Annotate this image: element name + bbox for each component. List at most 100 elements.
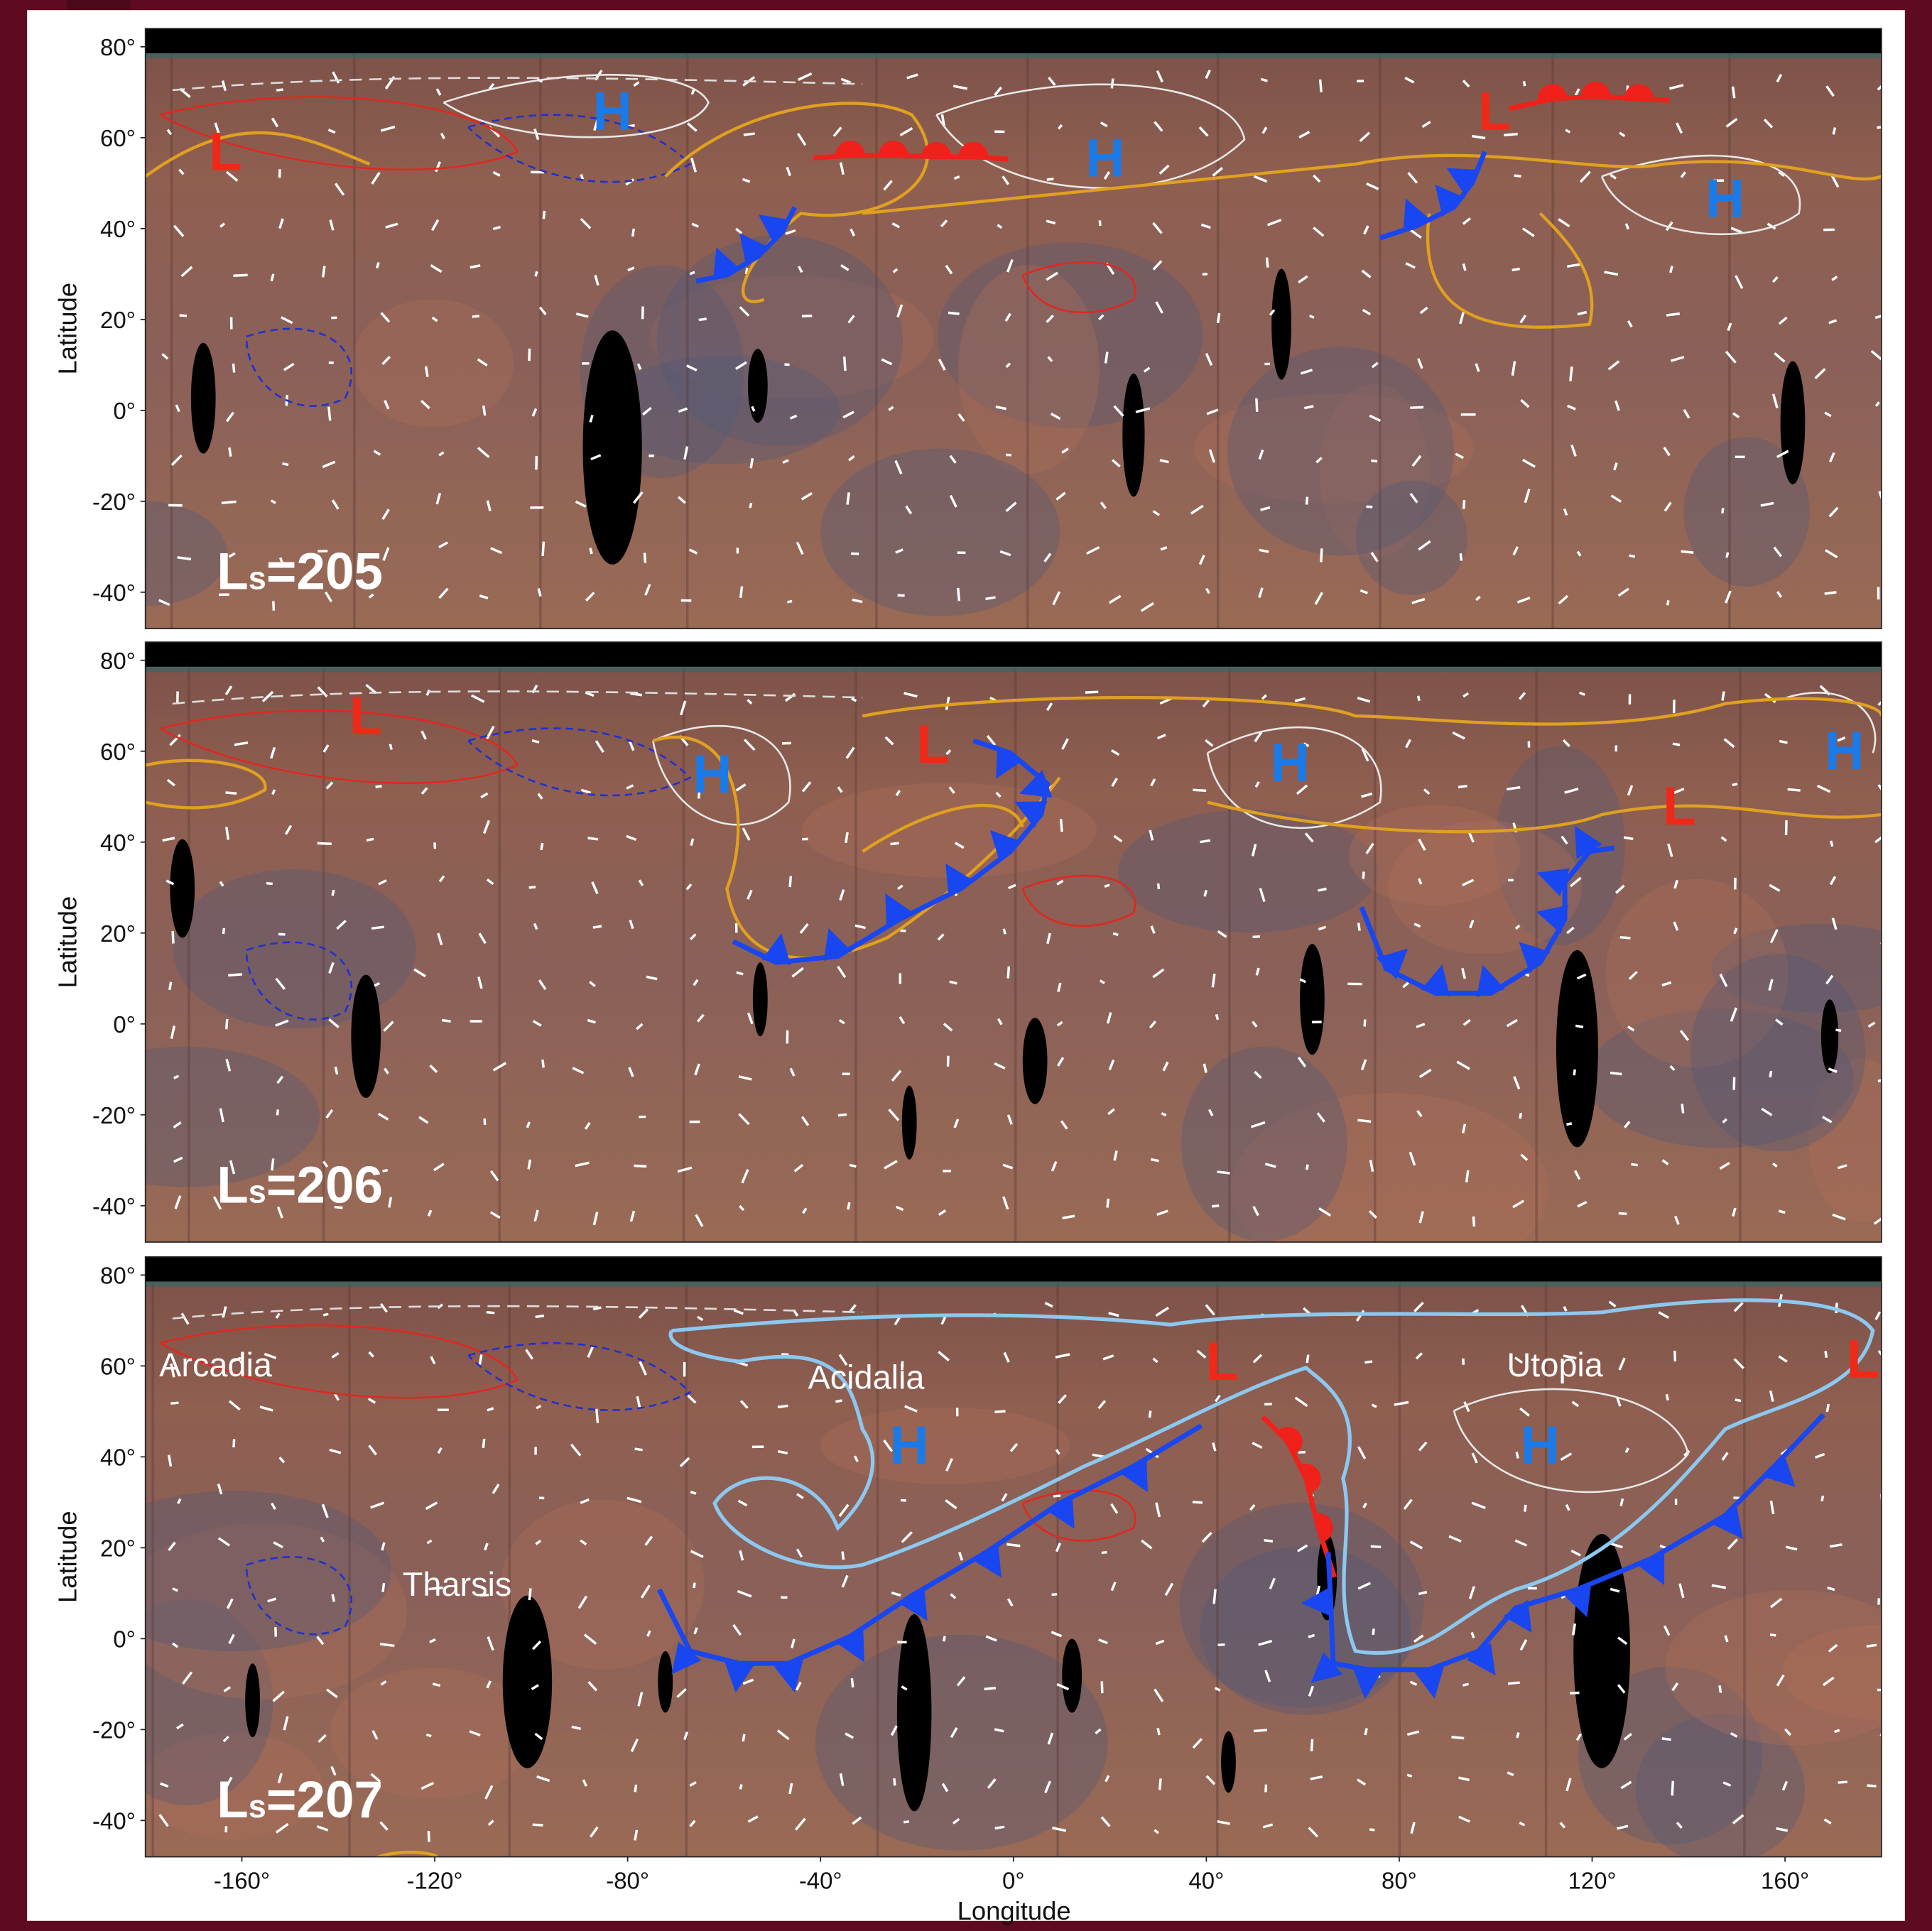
wind-vector — [1363, 871, 1364, 879]
swath-edge — [1228, 642, 1230, 1242]
season-label-part: L — [217, 543, 249, 601]
season-label-part: s — [249, 1788, 266, 1824]
terrain-patch — [820, 449, 1060, 616]
wind-vector — [1047, 179, 1054, 180]
wind-vector — [233, 275, 247, 276]
wind-vector — [1318, 889, 1326, 891]
wind-vector — [1307, 1355, 1308, 1363]
wind-vector — [1006, 1545, 1020, 1546]
wind-vector — [1460, 553, 1461, 560]
swath-edge — [1399, 1257, 1401, 1857]
swath-edge — [875, 28, 877, 629]
wind-vector — [835, 1400, 842, 1402]
data-gap — [191, 343, 216, 454]
wind-vector — [1217, 1014, 1218, 1020]
wind-vector — [1827, 1404, 1828, 1412]
wind-vector — [1825, 1351, 1826, 1357]
wind-vector — [1418, 696, 1420, 701]
wind-vector — [170, 982, 171, 990]
wind-vector — [1682, 1104, 1683, 1113]
wind-vector — [1205, 890, 1206, 896]
y-tick-label: -40° — [92, 1193, 136, 1219]
wind-vector — [593, 1307, 601, 1309]
y-tick-label: 60° — [100, 739, 136, 765]
map-panel: LHHLArcadiaAcidaliaUtopiaTharsisLs=20780… — [53, 1257, 1932, 1894]
wind-vector — [838, 1114, 847, 1115]
data-gap — [1556, 950, 1598, 1148]
wind-vector — [1631, 1164, 1637, 1165]
wind-vector — [1112, 79, 1113, 89]
season-label: Ls=206 — [217, 1156, 383, 1214]
wind-vector — [740, 1785, 742, 1790]
polar-edge — [146, 667, 1882, 672]
swath-edge — [686, 28, 688, 629]
data-gap — [1122, 374, 1144, 496]
wind-vector — [1662, 1739, 1671, 1740]
y-tick-label: -40° — [92, 580, 136, 606]
polar-edge — [146, 53, 1882, 58]
wind-vector — [335, 1067, 337, 1074]
polar-night — [146, 642, 1882, 667]
wind-vector — [1407, 1775, 1412, 1776]
pressure-center: L — [1478, 82, 1512, 142]
wind-vector — [842, 1552, 843, 1560]
wind-vector — [743, 1734, 744, 1741]
wind-vector — [426, 1734, 431, 1736]
swath-edge — [1026, 28, 1029, 629]
pressure-center: H — [890, 1415, 929, 1476]
wind-vector — [1061, 819, 1063, 832]
y-axis-title: Latitude — [53, 896, 82, 989]
region-label: Acidalia — [808, 1359, 925, 1396]
wind-vector — [273, 601, 274, 610]
y-tick-label: 20° — [100, 1535, 136, 1561]
wind-vector — [1666, 314, 1680, 315]
wind-vector — [529, 1588, 531, 1600]
data-gap — [1221, 1731, 1236, 1793]
wind-vector — [1369, 1829, 1374, 1830]
wind-vector — [228, 974, 242, 976]
terrain-patch — [1118, 810, 1378, 932]
wind-vector — [380, 1644, 394, 1646]
wind-vector — [1214, 1589, 1215, 1604]
data-gap — [170, 839, 195, 938]
season-label: Ls=207 — [217, 1771, 383, 1829]
wind-vector — [484, 406, 485, 415]
wind-vector — [1357, 1120, 1371, 1121]
wind-vector — [280, 169, 281, 178]
wind-vector — [1004, 929, 1005, 935]
season-label-part: L — [217, 1771, 249, 1829]
terrain-patch — [802, 783, 1097, 878]
season-label-part: =206 — [266, 1156, 383, 1214]
pressure-center: H — [1521, 1415, 1560, 1476]
x-tick-label: 80° — [1382, 1868, 1417, 1894]
wind-vector — [323, 1314, 328, 1315]
polar-night — [146, 1257, 1882, 1282]
swath-edge — [539, 28, 541, 629]
wind-vector — [850, 1165, 856, 1166]
wind-vector — [986, 597, 996, 599]
pressure-center: L — [916, 714, 950, 775]
wind-vector — [848, 1202, 850, 1209]
data-gap — [753, 962, 768, 1036]
wind-vector — [390, 744, 391, 750]
map-panel: LHLHLHLs=20680°60°40°20°0°-20°-40°Latitu… — [50, 642, 1932, 1285]
wind-vector — [426, 366, 428, 377]
wind-vector — [329, 407, 330, 421]
wind-vector — [737, 972, 743, 974]
swath-edge — [322, 642, 325, 1242]
wind-vector — [588, 838, 599, 839]
wind-vector — [690, 1492, 696, 1494]
data-gap — [748, 349, 768, 423]
wind-vector — [597, 1409, 598, 1423]
wind-vector — [1464, 500, 1465, 509]
wind-vector — [1720, 1685, 1721, 1692]
wind-vector — [581, 175, 582, 180]
swath-edge — [683, 642, 685, 1242]
wind-vector — [1833, 128, 1835, 135]
wind-vector — [487, 1312, 495, 1313]
terrain-patch — [1356, 481, 1467, 595]
wind-vector — [529, 349, 530, 361]
wind-vector — [428, 1831, 429, 1842]
wind-vector — [377, 262, 379, 268]
wind-vector — [741, 587, 742, 598]
